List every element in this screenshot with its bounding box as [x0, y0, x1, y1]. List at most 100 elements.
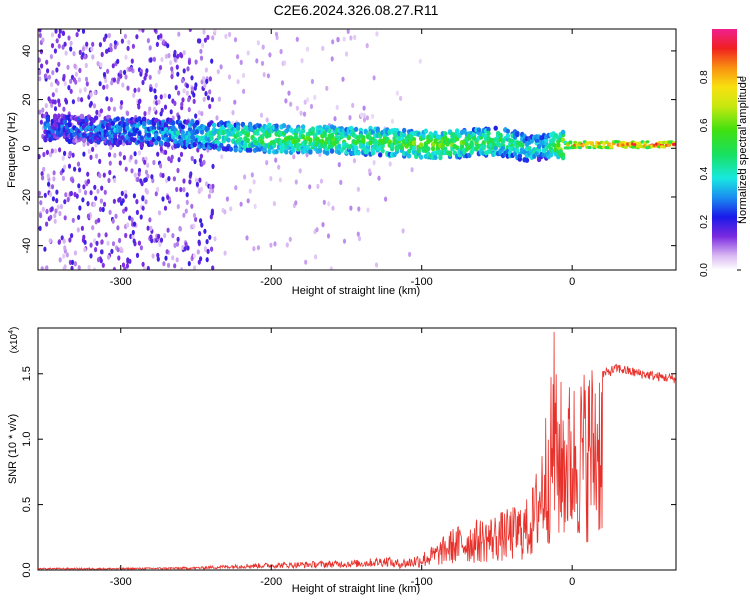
spectrogram-cell [82, 151, 86, 157]
spectrogram-cell [122, 208, 126, 214]
spectrogram-cell [362, 113, 366, 119]
spectrogram-cell [356, 231, 360, 237]
spectrogram-cell [259, 112, 264, 118]
spectrogram-cell [113, 177, 117, 183]
spectrogram-cell [302, 111, 307, 117]
spectrogram-cell [280, 80, 285, 86]
spectrogram-cell [225, 196, 229, 202]
spectrogram-cell [411, 145, 417, 151]
spectrogram-cell [125, 125, 130, 131]
spectrogram-cell [109, 144, 113, 151]
spectrogram-cell [411, 140, 417, 146]
spectrogram-cell [153, 29, 157, 33]
spectrogram-cell [146, 225, 150, 231]
spectrogram-cell [166, 262, 171, 268]
spectrogram-cell [108, 160, 112, 166]
spectrogram-cell [138, 29, 142, 32]
spectrogram-cell [84, 76, 89, 82]
spectrogram-cell [252, 179, 256, 185]
spectrogram-cell [294, 200, 298, 206]
spectrogram-cell [590, 142, 594, 146]
spectrogram-cell [336, 36, 340, 43]
spectrogram-y-ticks: -40 -20 0 20 40 [21, 45, 676, 254]
spectrogram-cell [351, 102, 355, 108]
spectrogram-cell [200, 222, 204, 228]
spectrogram-cell [132, 92, 136, 98]
spectrogram-cell [285, 242, 289, 248]
spectrogram-cell [144, 169, 149, 175]
spectrogram-cell [99, 62, 103, 68]
spectrogram-cell [203, 37, 207, 43]
spectrogram-cell [329, 148, 335, 154]
spectrogram-cell [71, 178, 75, 184]
spectrogram-cell [98, 173, 102, 179]
spectrogram-cell [149, 86, 153, 93]
spectrogram-cell [62, 106, 66, 112]
spectrogram-cell [159, 33, 163, 39]
spectrogram-cell [62, 238, 66, 244]
spectrogram-cell [231, 110, 235, 116]
spectrogram-cell [205, 78, 209, 84]
spectrogram-cell [433, 154, 438, 160]
spectrogram-cell [93, 90, 97, 96]
spectrogram-cell [89, 190, 93, 196]
spectrogram-cell [211, 122, 217, 128]
spectrogram-cell [534, 151, 539, 157]
spectrogram-cell [167, 156, 171, 162]
spectrogram-cell [148, 106, 152, 112]
spectrogram-cell [159, 94, 163, 100]
spectrogram-cell [402, 127, 407, 133]
spectrogram-cell [117, 255, 121, 261]
spectrogram-cell [57, 239, 62, 245]
spectrogram-cell [201, 42, 205, 49]
spectrogram-cell [92, 201, 96, 208]
spectrogram-cell [83, 54, 87, 60]
spectrogram-cell [182, 187, 186, 193]
spectrogram-cell [58, 257, 62, 263]
x-tick-label: -100 [411, 276, 433, 288]
spectrogram-cell [100, 185, 104, 191]
spectrogram-cell [210, 97, 214, 103]
spectrogram-cell [130, 217, 134, 223]
spectrogram-cell [327, 128, 332, 134]
spectrogram-cell [202, 96, 206, 102]
spectrogram-cell [144, 199, 148, 205]
spectrogram-cell [126, 222, 130, 228]
spectrogram-cell [170, 74, 174, 80]
spectrogram-cell [269, 176, 273, 182]
spectrogram-cell [330, 56, 334, 62]
spectrogram-cell [53, 106, 58, 112]
spectrogram-cell [57, 33, 61, 39]
spectrogram-cell [78, 49, 82, 56]
spectrogram-cell [216, 146, 222, 152]
spectrogram-cell [314, 254, 318, 260]
spectrogram-cell [55, 67, 59, 73]
spectrogram-cell [72, 51, 76, 57]
spectrogram-cell [107, 152, 112, 158]
spectrogram-cell [53, 213, 57, 219]
spectrogram-cell [39, 119, 44, 125]
spectrogram-cell [45, 116, 51, 122]
spectrogram-cell [80, 225, 84, 231]
spectrogram-cell [130, 58, 134, 64]
spectrogram-cell [130, 168, 134, 174]
spectrogram-cell [47, 74, 52, 80]
spectrogram-cell [45, 59, 49, 65]
spectrogram-cell [89, 121, 94, 127]
spectrogram-cell [57, 98, 61, 104]
spectrogram-cell [149, 57, 153, 63]
spectrogram-cell [267, 132, 272, 138]
spectrogram-cell [219, 64, 223, 70]
spectrogram-cell [132, 238, 136, 244]
spectrogram-cell [190, 203, 194, 209]
spectrogram-cell [163, 205, 168, 211]
spectrogram-cell [220, 154, 224, 160]
spectrogram-cell [113, 152, 117, 158]
spectrogram-cell [671, 142, 676, 146]
spectrogram-cell [262, 72, 266, 78]
spectrogram-cell [65, 252, 69, 258]
spectrogram-cell [236, 54, 240, 60]
spectrogram-cell [493, 125, 498, 131]
spectrogram-cell [156, 151, 160, 157]
spectrogram-cell [52, 170, 56, 176]
